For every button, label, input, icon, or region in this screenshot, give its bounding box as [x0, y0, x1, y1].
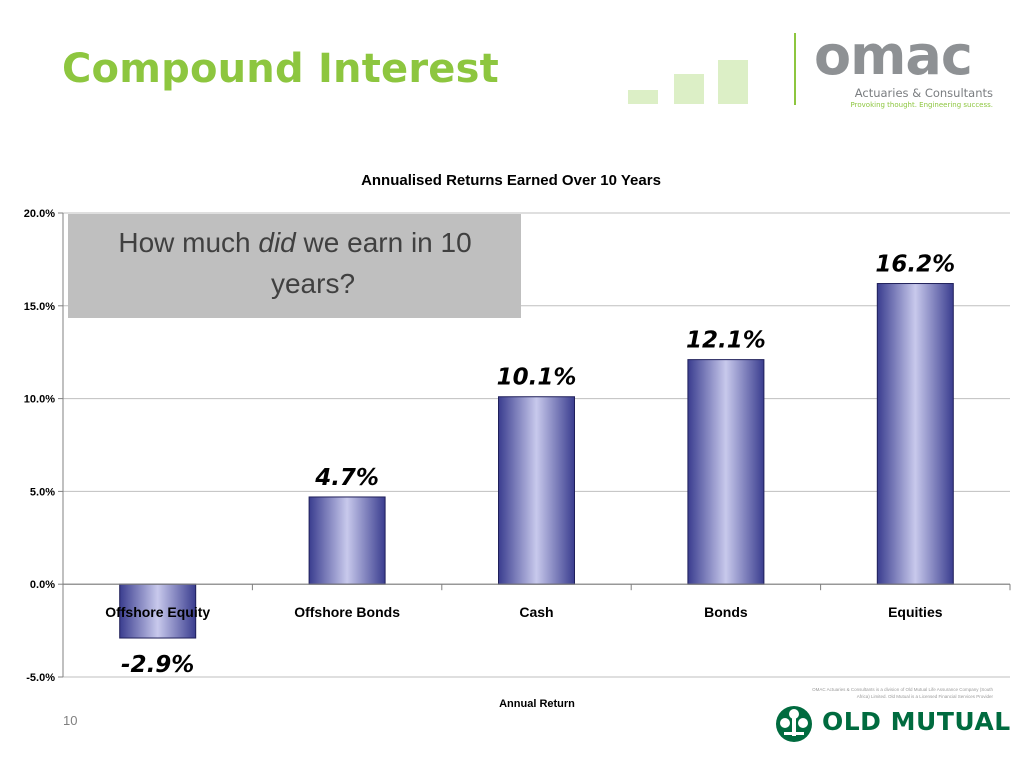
y-tick-label: 10.0% — [24, 394, 55, 406]
data-label: 12.1% — [686, 328, 766, 354]
category-label: Cash — [519, 604, 553, 620]
y-tick-label: 5.0% — [30, 486, 55, 498]
bar-cash — [498, 396, 575, 585]
omac-tagline: Actuaries & Consultants — [854, 86, 993, 100]
omac-logo-suffix: ac — [905, 24, 972, 87]
data-label: 10.1% — [497, 365, 577, 391]
y-tick-label: 20.0% — [24, 208, 55, 220]
callout-text-line2: years? — [271, 268, 355, 299]
chart-title: Annualised Returns Earned Over 10 Years — [361, 172, 661, 189]
category-label: Equities — [888, 604, 943, 620]
bar-offshore-bonds — [308, 496, 386, 585]
y-tick-label: 15.0% — [24, 301, 55, 313]
callout-box — [68, 214, 521, 318]
data-label: 16.2% — [875, 252, 955, 278]
y-tick-label: 0.0% — [30, 579, 55, 591]
decorative-squares — [628, 60, 748, 106]
callout-text-after: we earn in 10 — [296, 227, 472, 258]
category-label: Bonds — [704, 604, 748, 620]
slide-title: Compound Interest — [62, 46, 499, 92]
data-label: 4.7% — [314, 465, 379, 491]
old-mutual-logo — [776, 706, 812, 742]
y-tick-label: -5.0% — [26, 672, 55, 684]
deco-square-large — [718, 60, 748, 104]
old-mutual-brand-text: OLD MUTUAL — [822, 707, 1011, 736]
old-mutual-tree-icon — [776, 706, 812, 742]
bar-bonds — [687, 359, 765, 585]
callout-text-line1: How much did we earn in 10 — [118, 227, 471, 258]
category-label: Offshore Equity — [105, 604, 210, 620]
omac-logo-prefix: om — [814, 24, 906, 87]
bar-equities — [876, 283, 954, 585]
x-axis-title: Annual Return — [499, 698, 575, 710]
category-label: Offshore Bonds — [294, 604, 400, 620]
deco-square-medium — [674, 74, 704, 104]
omac-slogan: Provoking thought. Engineering success. — [850, 101, 993, 109]
slide-number: 10 — [63, 713, 78, 728]
footer-fine-print: OMAC Actuaries & Consultants is a divisi… — [812, 687, 993, 699]
omac-logo: omac — [814, 24, 973, 87]
deco-square-small — [628, 90, 658, 104]
callout-text-emphasis: did — [258, 227, 297, 258]
logo-divider — [794, 33, 796, 105]
data-label: -2.9% — [121, 652, 194, 678]
callout-text-before: How much — [118, 227, 258, 258]
